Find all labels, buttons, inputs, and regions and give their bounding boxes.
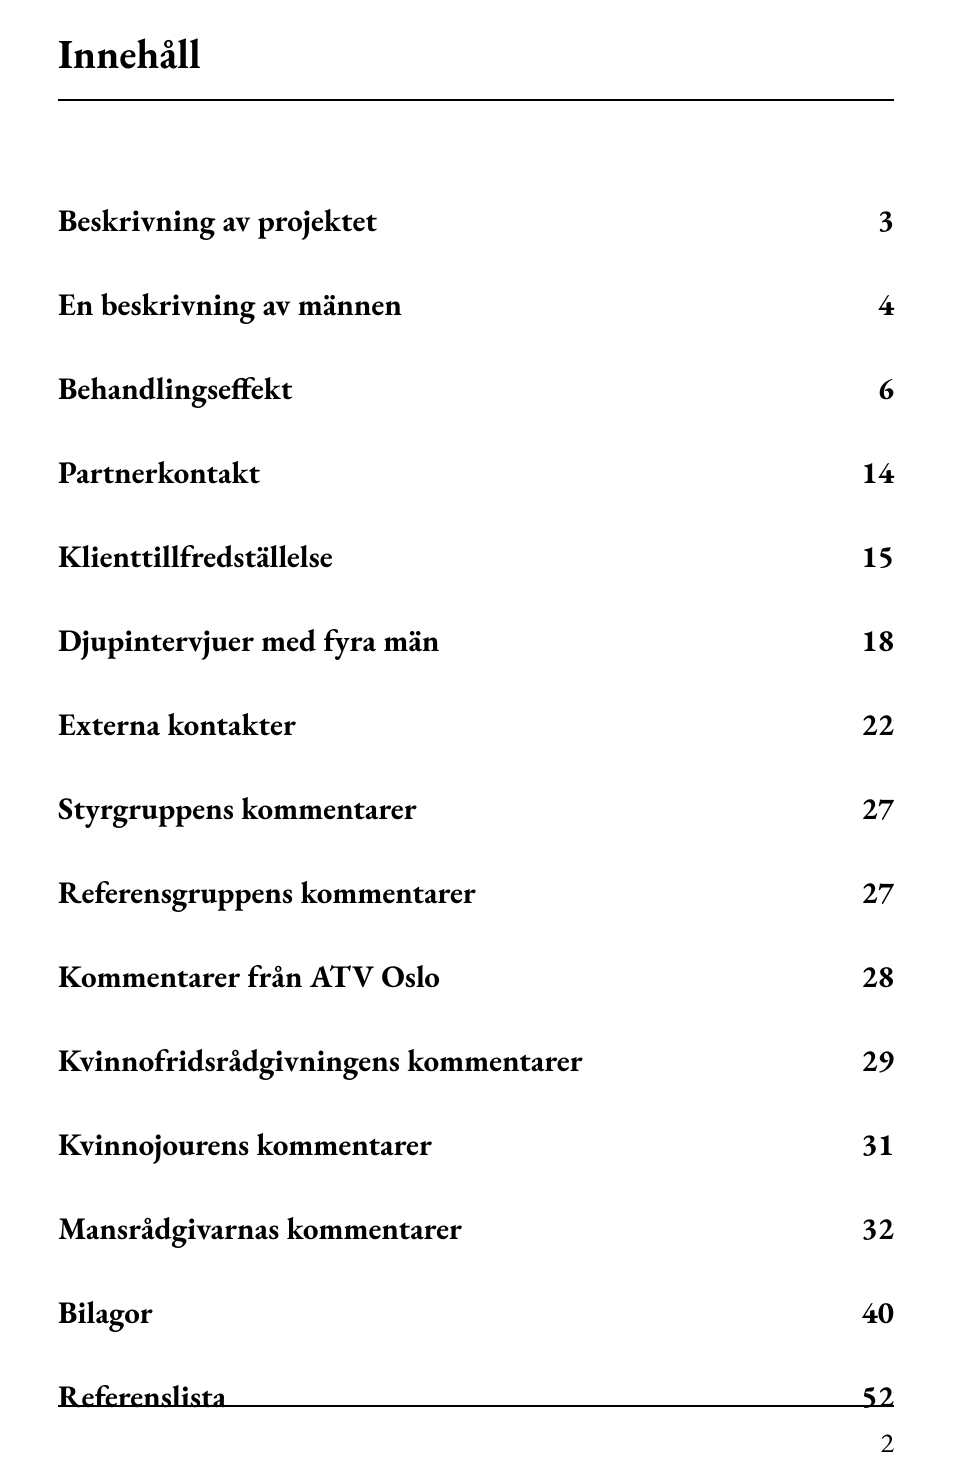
toc-label: Kommentarer från ATV Oslo xyxy=(58,957,834,997)
toc-row: Klienttillfredställelse 15 xyxy=(58,537,894,577)
toc-label: En beskrivning av männen xyxy=(58,285,834,325)
toc-page: 14 xyxy=(834,453,894,493)
toc-page: 4 xyxy=(834,285,894,325)
footer-rule xyxy=(58,1405,894,1407)
toc-page: 27 xyxy=(834,873,894,913)
toc-page: 28 xyxy=(834,957,894,997)
toc-row: Kvinnofridsrådgivningens kommentarer 29 xyxy=(58,1041,894,1081)
toc-label: Kvinnofridsrådgivningens kommentarer xyxy=(58,1041,834,1081)
toc-label: Djupintervjuer med fyra män xyxy=(58,621,834,661)
page-number: 2 xyxy=(881,1425,894,1461)
toc-row: Mansrådgivarnas kommentarer 32 xyxy=(58,1209,894,1249)
toc-page: 18 xyxy=(834,621,894,661)
toc-label: Bilagor xyxy=(58,1293,834,1333)
toc-row: Kommentarer från ATV Oslo 28 xyxy=(58,957,894,997)
toc-page: 32 xyxy=(834,1209,894,1249)
toc-page: 52 xyxy=(834,1377,894,1417)
toc-page: 27 xyxy=(834,789,894,829)
toc-page: 40 xyxy=(834,1293,894,1333)
toc-page: 3 xyxy=(834,201,894,241)
toc-page: 6 xyxy=(834,369,894,409)
page-title: Innehåll xyxy=(58,28,894,99)
toc-row: Beskrivning av projektet 3 xyxy=(58,201,894,241)
toc-row: Partnerkontakt 14 xyxy=(58,453,894,493)
toc-row: Behandlingseffekt 6 xyxy=(58,369,894,409)
toc-label: Mansrådgivarnas kommentarer xyxy=(58,1209,834,1249)
toc-row: Styrgruppens kommentarer 27 xyxy=(58,789,894,829)
document-page: Innehåll Beskrivning av projektet 3 En b… xyxy=(0,0,960,1483)
toc-row: Kvinnojourens kommentarer 31 xyxy=(58,1125,894,1165)
toc-label: Styrgruppens kommentarer xyxy=(58,789,834,829)
toc-row: Bilagor 40 xyxy=(58,1293,894,1333)
toc-label: Externa kontakter xyxy=(58,705,834,745)
toc-label: Referenslista xyxy=(58,1377,834,1417)
toc-label: Beskrivning av projektet xyxy=(58,201,834,241)
toc-row: Referensgruppens kommentarer 27 xyxy=(58,873,894,913)
toc-row: Referenslista 52 xyxy=(58,1377,894,1417)
toc-label: Klienttillfredställelse xyxy=(58,537,834,577)
table-of-contents: Beskrivning av projektet 3 En beskrivnin… xyxy=(58,201,894,1417)
toc-page: 29 xyxy=(834,1041,894,1081)
toc-page: 22 xyxy=(834,705,894,745)
toc-label: Partnerkontakt xyxy=(58,453,834,493)
toc-label: Behandlingseffekt xyxy=(58,369,834,409)
toc-row: Externa kontakter 22 xyxy=(58,705,894,745)
toc-label: Kvinnojourens kommentarer xyxy=(58,1125,834,1165)
toc-row: Djupintervjuer med fyra män 18 xyxy=(58,621,894,661)
title-underline-rule xyxy=(58,99,894,101)
toc-row: En beskrivning av männen 4 xyxy=(58,285,894,325)
toc-page: 15 xyxy=(834,537,894,577)
toc-label: Referensgruppens kommentarer xyxy=(58,873,834,913)
toc-page: 31 xyxy=(834,1125,894,1165)
